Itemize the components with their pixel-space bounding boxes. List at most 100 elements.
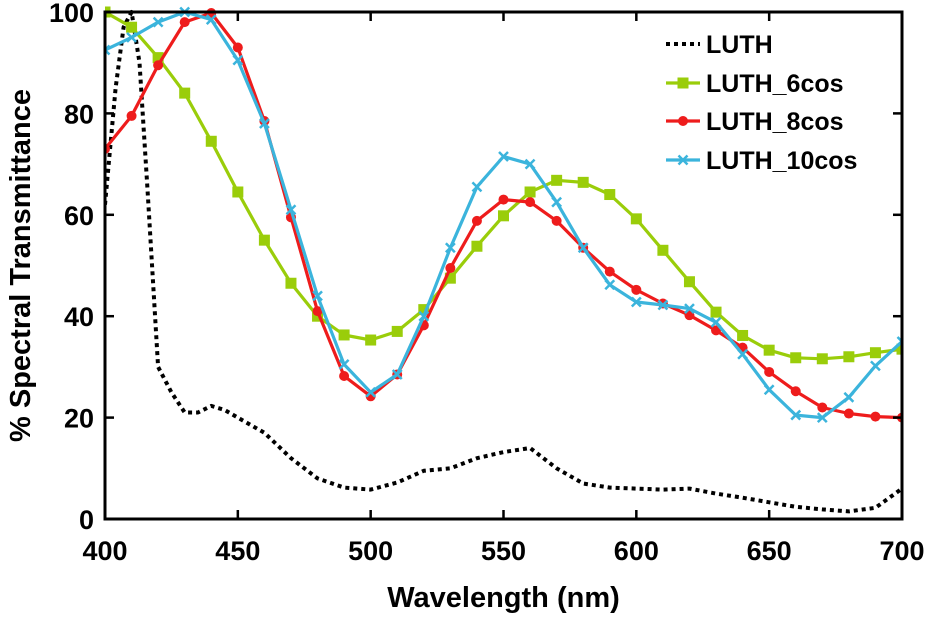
point-luth-10cos-480	[312, 290, 323, 302]
point-luth-8cos-560	[525, 197, 536, 208]
point-luth-8cos-660	[790, 386, 801, 397]
point-luth-8cos-410	[126, 110, 137, 121]
point-luth-10cos-670-stroke-b	[816, 412, 828, 423]
legend-marker-luth-6cos	[677, 77, 689, 89]
point-luth-10cos-540-stroke-b	[471, 181, 483, 193]
point-luth-8cos-690	[870, 411, 881, 422]
point-luth-10cos-470	[285, 204, 297, 216]
point-luth-6cos-570	[551, 174, 563, 186]
point-luth-6cos-700	[896, 343, 902, 355]
legend-label-luth-10cos: LUTH_10cos	[706, 147, 857, 175]
tick-labels: 400 450 500 550 600 650 700 0 20 40 60 80 100	[49, 0, 925, 566]
point-luth-8cos-430	[179, 17, 190, 28]
point-luth-10cos-630-stroke-b	[710, 316, 722, 328]
legend-item-luth-8cos: LUTH_8cos	[666, 108, 844, 136]
point-luth-6cos-650	[763, 344, 775, 356]
legend-label-luth-6cos: LUTH_6cos	[706, 70, 844, 98]
point-luth-10cos-410	[126, 31, 137, 43]
point-luth-10cos-490	[338, 358, 350, 370]
point-luth-8cos-550	[498, 194, 509, 205]
point-luth-10cos-450	[232, 54, 244, 66]
point-luth-6cos-560	[524, 186, 536, 198]
point-luth-8cos-590	[604, 266, 615, 277]
point-luth-10cos-530-stroke-b	[444, 242, 456, 254]
point-luth-8cos-540	[471, 215, 482, 226]
y-tick-label-20: 20	[64, 404, 94, 434]
point-luth-10cos-520-stroke-b	[418, 310, 430, 322]
x-tick-label-450: 450	[215, 536, 260, 566]
point-luth-8cos-480	[312, 306, 323, 317]
point-luth-10cos-580-stroke-b	[577, 242, 589, 254]
point-luth-10cos-530	[444, 242, 456, 254]
point-luth-6cos-430	[179, 87, 191, 99]
point-luth-8cos-530	[445, 263, 456, 274]
point-luth-10cos-570-stroke-b	[551, 196, 563, 208]
point-luth-10cos-700	[896, 336, 902, 347]
y-tick-label-60: 60	[64, 201, 94, 231]
point-luth-10cos-500-stroke-b	[365, 386, 377, 398]
point-luth-6cos-550	[498, 210, 509, 222]
point-luth-8cos-650	[764, 366, 775, 377]
point-luth-10cos-600	[630, 296, 642, 308]
point-luth-10cos-610	[657, 299, 669, 311]
point-luth-10cos-420	[152, 16, 164, 28]
point-luth-6cos-540	[471, 240, 483, 252]
point-luth-8cos-630	[711, 325, 722, 336]
point-luth-6cos-530	[444, 272, 456, 284]
point-luth-10cos-400-stroke-a	[105, 48, 111, 56]
y-tick-label-100: 100	[49, 0, 94, 28]
point-luth-6cos-610	[657, 244, 669, 256]
x-tick-label-550: 550	[481, 536, 526, 566]
x-axis-title: Wavelength (nm)	[387, 582, 620, 614]
point-luth-10cos-700-stroke-a	[896, 336, 902, 344]
point-luth-6cos-690	[869, 347, 881, 359]
point-luth-10cos-550	[498, 151, 509, 162]
x-tick-label-650: 650	[747, 536, 792, 566]
point-luth-6cos-580	[577, 176, 589, 188]
point-luth-6cos-600	[630, 213, 642, 225]
legend-label-luth-8cos: LUTH_8cos	[706, 108, 844, 136]
point-luth-10cos-590-stroke-b	[604, 279, 616, 291]
point-luth-6cos-410	[126, 21, 138, 33]
point-luth-10cos-630	[710, 316, 722, 328]
legend: LUTH LUTH_6cos LUTH_8cos LUTH_10cos	[666, 31, 857, 175]
point-luth-10cos-450-stroke-b	[232, 54, 244, 66]
point-luth-10cos-500	[365, 386, 377, 398]
point-luth-8cos-420	[153, 60, 164, 71]
y-tick-label-80: 80	[64, 99, 94, 129]
point-luth-10cos-670	[816, 412, 828, 423]
series-line-luth	[105, 10, 902, 514]
point-luth-6cos-440	[205, 135, 217, 147]
point-luth-10cos-680	[843, 391, 855, 403]
point-luth-6cos-510	[391, 325, 403, 337]
point-luth-10cos-460-stroke-b	[259, 118, 270, 129]
point-luth-10cos-480-stroke-b	[312, 290, 323, 302]
point-luth-8cos-680	[843, 408, 854, 419]
point-luth-6cos-680	[843, 351, 855, 363]
point-luth-10cos-520	[418, 310, 430, 322]
point-luth-10cos-650-stroke-b	[763, 384, 775, 396]
point-luth-10cos-660	[790, 409, 802, 421]
point-luth-10cos-560-stroke-b	[524, 158, 536, 170]
y-axis-title: % Spectral Transmittance	[5, 89, 37, 442]
point-luth-6cos-520	[418, 304, 430, 316]
x-tick-label-500: 500	[348, 536, 393, 566]
legend-item-luth-6cos: LUTH_6cos	[666, 70, 844, 98]
point-luth-6cos-670	[816, 353, 828, 365]
point-luth-10cos-680-stroke-b	[843, 391, 855, 403]
point-luth-10cos-410-stroke-b	[126, 31, 137, 43]
series-luth-10cos	[105, 6, 902, 423]
series-luth	[105, 10, 902, 514]
point-luth-10cos-510	[391, 369, 403, 380]
point-luth-6cos-450	[232, 186, 244, 198]
point-luth-10cos-690	[870, 360, 881, 372]
point-luth-10cos-620-stroke-b	[684, 303, 695, 314]
point-luth-6cos-480	[312, 310, 324, 322]
point-luth-6cos-500	[365, 334, 377, 346]
legend-item-luth: LUTH	[666, 31, 773, 59]
point-luth-6cos-620	[683, 276, 695, 288]
point-luth-10cos-650	[763, 384, 775, 396]
point-luth-10cos-560	[524, 158, 536, 170]
point-luth-10cos-690-stroke-b	[870, 360, 881, 372]
point-luth-10cos-640	[737, 348, 748, 360]
